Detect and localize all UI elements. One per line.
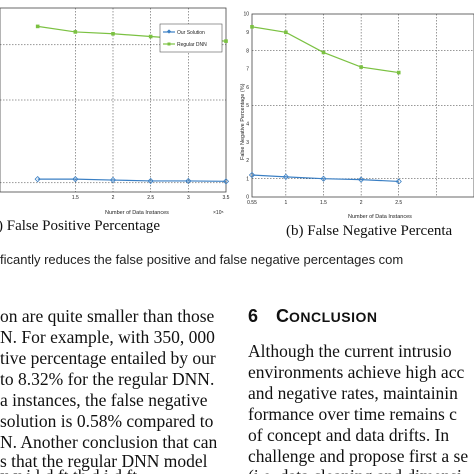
y-tick-label: 4 — [246, 122, 249, 128]
figure-caption: ficantly reduces the false positive and … — [0, 252, 404, 267]
text-line-partial: (i.e. data cleaning and dimensi — [248, 466, 462, 474]
text-line: a instances, the false negative — [0, 390, 208, 410]
y-tick-label: 0 — [246, 195, 249, 201]
x-axis-label: Number of Data Instances — [348, 214, 412, 220]
data-point-regular-dnn — [148, 34, 153, 39]
series-line-our-solution — [251, 174, 399, 183]
data-point-our-solution — [185, 177, 192, 185]
x-tick-label: 0.55 — [247, 200, 257, 206]
section-heading: 6 CONCLUSION — [248, 306, 378, 327]
x-tick-label: 2.5 — [395, 200, 402, 206]
text-line: to 8.32% for the regular DNN. — [0, 369, 215, 389]
data-point-our-solution — [222, 178, 230, 185]
y-tick-label: 9 — [246, 30, 249, 36]
data-point-regular-dnn — [73, 30, 78, 34]
text-line: s that the regular DNN model — [0, 451, 208, 471]
data-point-our-solution — [72, 176, 79, 183]
y-tick-label: 8 — [246, 48, 249, 54]
y-axis-label: False Negative Percentage (%) — [240, 83, 246, 160]
legend-label-our-solution: Our Solution — [177, 30, 205, 36]
x-tick-label: 2 — [360, 200, 363, 206]
x-tick-label: 1.5 — [72, 195, 79, 201]
y-ticks: 0 1 2 3 4 5 6 7 8 9 10 — [243, 12, 249, 201]
text-line: on are quite smaller than those — [0, 306, 215, 326]
text-line: of concept and data drifts. In — [248, 425, 450, 445]
y-tick-label: 10 — [243, 12, 249, 18]
series-group — [248, 25, 402, 185]
legend: Our Solution Regular DNN — [159, 23, 223, 53]
subcaption-b: (b) False Negative Percenta — [286, 223, 453, 239]
data-point-regular-dnn — [250, 25, 254, 29]
data-point-our-solution — [248, 171, 256, 179]
legend-label-regular-dnn: Regular DNN — [177, 42, 207, 48]
section-title-initial: C — [276, 306, 290, 326]
data-point-our-solution — [358, 176, 365, 183]
data-point-regular-dnn — [111, 31, 115, 36]
text-line: tive percentage entailed by our — [0, 348, 216, 368]
text-line: challenge and propose first a se — [248, 446, 469, 466]
data-point-our-solution — [320, 175, 327, 182]
x-tick-label: 1.5 — [320, 200, 327, 206]
text-line: Although the current intrusio — [248, 341, 452, 361]
y-tick-label: 3 — [246, 140, 249, 146]
false-negative-chart: 0 1 2 3 4 5 6 7 8 9 10 0.55 1 1.5 2 2.5 False Negative… — [240, 12, 474, 220]
data-point-our-solution — [147, 177, 154, 185]
y-tick-label: 7 — [246, 67, 249, 73]
text-line: formance over time remains c — [248, 404, 457, 424]
legend-marker-regular-dnn — [167, 42, 171, 46]
text-line: and negative rates, maintainin — [248, 383, 458, 403]
x-ticks: 1.5 2 2.5 3 3.5 — [72, 195, 230, 201]
x-axis-label: Number of Data Instances — [105, 210, 169, 216]
section-title-rest: ONCLUSION — [289, 309, 378, 325]
text-line: N. For example, with 350, 000 — [0, 327, 215, 347]
series-line-our-solution — [37, 178, 227, 182]
text-line: N. Another conclusion that can — [0, 432, 218, 452]
legend-box — [159, 23, 223, 53]
data-point-regular-dnn — [224, 39, 228, 43]
legend-marker-our-solution — [166, 29, 172, 34]
x-tick-label: 1 — [284, 200, 287, 206]
y-tick-label: 2 — [246, 158, 249, 164]
data-point-regular-dnn — [359, 65, 363, 69]
data-point-our-solution — [282, 173, 289, 180]
text-line-partial: x x i l d ft th d i d ft — [0, 466, 137, 474]
x-axis-multiplier: ×10⁵ — [213, 210, 224, 216]
y-tick-label: 5 — [246, 103, 249, 109]
data-point-regular-dnn — [321, 50, 326, 55]
x-tick-label: 3.5 — [223, 195, 230, 201]
subcaption-a: ) False Positive Percentage — [0, 218, 161, 234]
data-point-regular-dnn — [35, 24, 40, 29]
data-point-our-solution — [109, 176, 117, 184]
text-line: environments achieve high acc — [248, 362, 465, 382]
x-ticks: 0.55 1 1.5 2 2.5 — [247, 200, 402, 206]
x-tick-label: 3 — [187, 195, 190, 201]
x-tick-label: 2.5 — [147, 195, 154, 201]
text-line: solution is 0.58% compared to — [0, 411, 214, 431]
y-tick-label: 6 — [246, 85, 249, 91]
data-point-regular-dnn — [284, 30, 288, 35]
false-positive-chart: 1.5 2 2.5 3 3.5 Our Solution Regular DNN Num… — [0, 7, 230, 216]
data-point-regular-dnn — [396, 70, 401, 75]
x-tick-label: 2 — [112, 195, 115, 201]
data-point-our-solution — [34, 176, 41, 183]
y-tick-label: 1 — [246, 176, 249, 182]
section-number: 6 — [248, 306, 259, 326]
data-point-our-solution — [395, 178, 402, 185]
